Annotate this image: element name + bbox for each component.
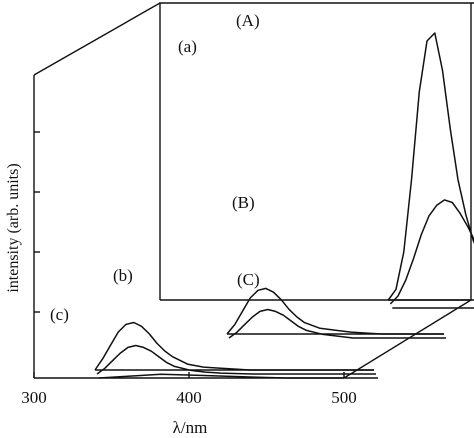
series-labels: (A) (B) (C) (232, 11, 260, 289)
panel-label-a: (a) (178, 37, 197, 56)
y-ticks (34, 131, 40, 313)
top-depth-edge (33, 2, 161, 76)
right-depth-edge (343, 299, 472, 379)
x-tick-label: 500 (331, 388, 357, 407)
series-label-C: (C) (237, 270, 260, 289)
spectrum-line (98, 373, 378, 379)
spectrum-line (96, 344, 376, 375)
x-tick-label: 300 (21, 388, 47, 407)
series-label-A: (A) (236, 11, 260, 30)
axes-frame (33, 2, 474, 379)
panel-label-c: (c) (50, 305, 69, 324)
x-axis-label: λ/nm (173, 418, 208, 437)
y-axis-label: intensity (arb. units) (5, 163, 22, 292)
spectrum-line (94, 321, 374, 371)
spectrum-line (387, 32, 474, 301)
x-tick-label: 400 (176, 388, 202, 407)
panel-baselines (95, 299, 474, 371)
series-label-B: (B) (232, 193, 255, 212)
spectrum-line (389, 199, 474, 305)
back-wall (159, 2, 474, 300)
panel-label-b: (b) (113, 266, 133, 285)
panel-labels: (a) (b) (c) (50, 37, 197, 324)
spectrum-line (228, 308, 446, 339)
spectrum-line (226, 287, 444, 335)
spectra (94, 32, 474, 379)
